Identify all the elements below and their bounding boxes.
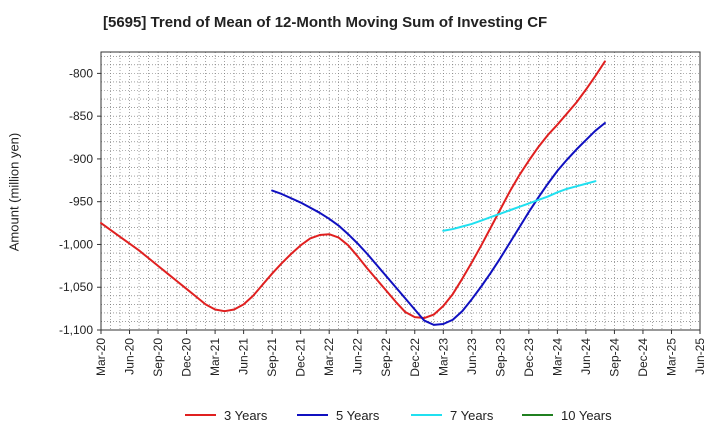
x-tick-label: Mar-23: [436, 338, 450, 376]
x-tick-label: Dec-23: [522, 338, 536, 377]
x-tick-label: Mar-21: [208, 338, 222, 376]
x-tick-label: Dec-20: [180, 338, 194, 377]
y-tick-label: -1,100: [59, 323, 93, 337]
x-axis-ticks: Mar-20 Jun-20 Sep-20 Dec-20 Mar-21 Jun-21 Sep-…: [94, 330, 707, 377]
chart-title: [5695] Trend of Mean of 12-Month Moving …: [103, 14, 548, 31]
y-tick-label: -1,050: [59, 280, 93, 294]
x-tick-label: Mar-20: [94, 338, 108, 376]
series-line-5-years: [271, 122, 606, 326]
x-tick-label: Sep-23: [493, 338, 507, 377]
x-tick-label: Jun-23: [465, 338, 479, 375]
x-tick-label: Jun-21: [237, 338, 251, 375]
x-tick-label: Dec-21: [294, 338, 308, 377]
y-tick-label: -850: [69, 109, 93, 123]
x-tick-label: Jun-25: [693, 338, 707, 375]
x-tick-label: Sep-22: [379, 338, 393, 377]
legend: 3 Years 5 Years 7 Years 10 Years: [185, 408, 612, 423]
legend-label: 3 Years: [224, 408, 268, 423]
y-tick-label: -950: [69, 195, 93, 209]
x-tick-label: Sep-20: [151, 338, 165, 377]
x-tick-label: Jun-22: [351, 338, 365, 375]
x-tick-label: Sep-21: [265, 338, 279, 377]
x-tick-label: Mar-25: [664, 338, 678, 376]
series-group: [100, 60, 606, 326]
x-tick-label: Mar-24: [550, 338, 564, 376]
plot-area-border: [100, 51, 701, 331]
x-tick-label: Dec-22: [408, 338, 422, 377]
legend-label: 10 Years: [561, 408, 612, 423]
series-line-3-years: [100, 60, 606, 320]
grid: [101, 52, 700, 330]
plot-frame: [100, 51, 701, 331]
y-axis-ticks: -800 -850 -900 -950 -1,000 -1,050 -1,100: [59, 66, 101, 337]
x-tick-label: Jun-20: [123, 338, 137, 375]
x-tick-label: Dec-24: [636, 338, 650, 377]
legend-label: 7 Years: [450, 408, 494, 423]
x-tick-label: Jun-24: [579, 338, 593, 375]
y-tick-label: -1,000: [59, 237, 93, 251]
y-tick-label: -900: [69, 152, 93, 166]
x-tick-label: Mar-22: [322, 338, 336, 376]
legend-label: 5 Years: [336, 408, 380, 423]
y-tick-label: -800: [69, 66, 93, 80]
x-tick-label: Sep-24: [607, 338, 621, 377]
series-line-7-years: [442, 180, 597, 232]
